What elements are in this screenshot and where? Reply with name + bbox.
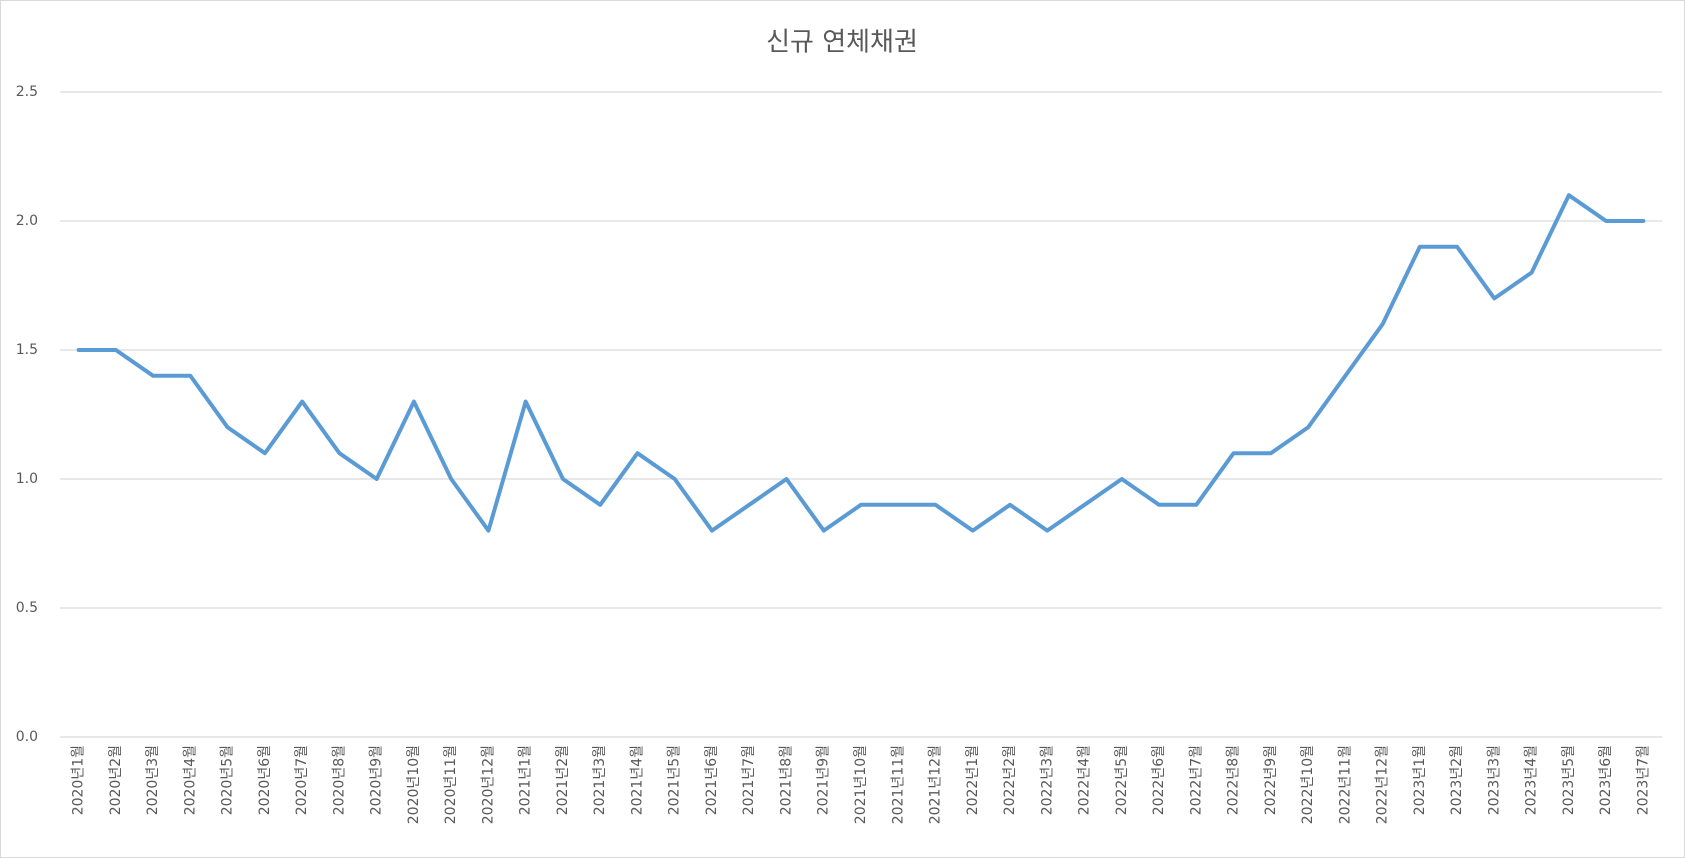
x-tick-label: 2020년2월: [108, 745, 124, 815]
y-tick-label: 1.5: [16, 342, 38, 358]
chart-title: 신규 연체채권: [766, 28, 918, 58]
x-tick-label: 2021년7월: [741, 745, 757, 815]
data-line: [76, 193, 1646, 533]
x-tick-label: 2022년1월: [965, 745, 981, 815]
x-tick-label: 2021년9월: [816, 745, 832, 815]
x-tick-label: 2022년10월: [1300, 745, 1316, 824]
x-tick-label: 2020년7월: [294, 745, 310, 815]
x-tick-label: 2022년12월: [1375, 745, 1391, 824]
y-tick-label: 2.5: [16, 84, 38, 100]
x-tick-label: 2021년3월: [592, 745, 608, 815]
x-tick-label: 2020년1월: [71, 745, 87, 815]
x-tick-label: 2023년4월: [1524, 745, 1540, 815]
x-tick-label: 2021년12월: [928, 745, 944, 824]
x-tick-label: 2021년8월: [778, 745, 794, 815]
x-tick-label: 2022년2월: [1002, 745, 1018, 815]
x-tick-label: 2020년8월: [331, 745, 347, 815]
x-tick-label: 2020년5월: [220, 745, 236, 815]
x-tick-label: 2023년5월: [1561, 745, 1577, 815]
x-tick-label: 2021년6월: [704, 745, 720, 815]
x-tick-label: 2022년3월: [1039, 745, 1055, 815]
x-tick-label: 2022년5월: [1114, 745, 1130, 815]
x-tick-label: 2022년7월: [1188, 745, 1204, 815]
x-tick-label: 2023년2월: [1449, 745, 1465, 815]
x-tick-label: 2021년10월: [853, 745, 869, 824]
x-tick-label: 2021년4월: [629, 745, 645, 815]
y-tick-label: 1.0: [16, 471, 38, 487]
x-tick-label: 2022년11월: [1337, 745, 1353, 824]
x-tick-label: 2023년3월: [1486, 745, 1502, 815]
x-tick-label: 2022년8월: [1226, 745, 1242, 815]
x-tick-label: 2023년6월: [1598, 745, 1614, 815]
x-tick-label: 2021년1월: [518, 745, 534, 815]
x-tick-label: 2022년4월: [1077, 745, 1093, 815]
y-tick-label: 0.5: [16, 600, 38, 616]
x-tick-label: 2020년6월: [257, 745, 273, 815]
x-tick-label: 2020년9월: [369, 745, 385, 815]
y-tick-label: 0.0: [16, 729, 38, 745]
x-tick-label: 2020년4월: [182, 745, 198, 815]
x-tick-label: 2020년11월: [443, 745, 459, 824]
x-tick-label: 2020년3월: [145, 745, 161, 815]
y-tick-label: 2.0: [16, 213, 38, 229]
x-tick-label: 2021년11월: [890, 745, 906, 824]
x-tick-label: 2020년10월: [406, 745, 422, 824]
x-tick-label: 2021년2월: [555, 745, 571, 815]
x-tick-label: 2022년6월: [1151, 745, 1167, 815]
x-tick-label: 2021년5월: [667, 745, 683, 815]
x-tick-label: 2020년12월: [480, 745, 496, 824]
x-tick-label: 2023년1월: [1412, 745, 1428, 815]
x-tick-label: 2023년7월: [1635, 745, 1651, 815]
x-tick-label: 2022년9월: [1263, 745, 1279, 815]
